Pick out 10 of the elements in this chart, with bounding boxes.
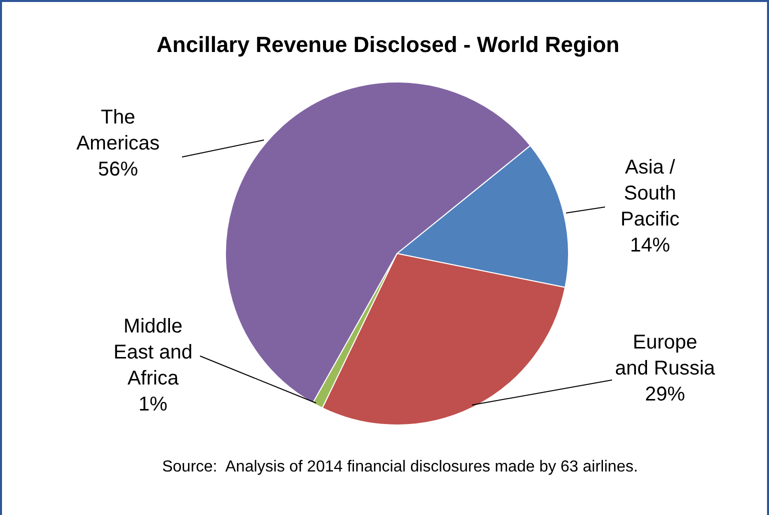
slice-label: Asia / South Pacific — [620, 156, 680, 231]
data-label: 14% — [630, 234, 670, 257]
source-note: Source: Analysis of 2014 financial disclosures made by 63 airlines. — [162, 458, 638, 476]
slice-label: Europe and Russia — [614, 332, 716, 380]
data-label: 29% — [644, 384, 686, 406]
data-label: 1% — [138, 394, 168, 416]
slice-label: The Americas — [76, 106, 160, 155]
data-label: 56% — [98, 158, 138, 181]
slice-label: Middle East and Africa — [114, 316, 192, 390]
chart-title: Ancillary Revenue Disclosed - World Region — [156, 32, 620, 58]
